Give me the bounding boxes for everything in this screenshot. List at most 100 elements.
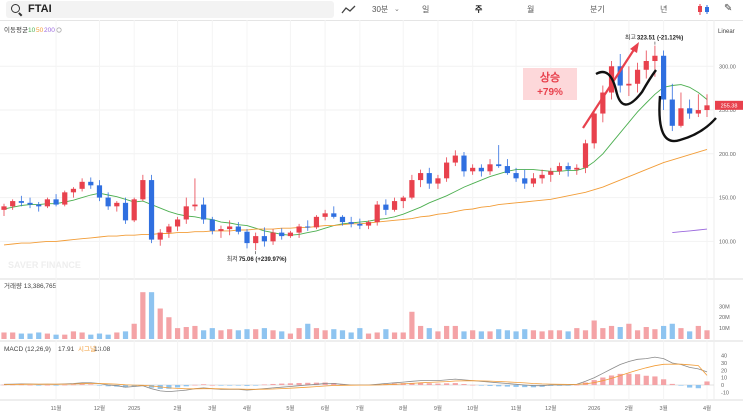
- low-label: 최저: [227, 255, 238, 263]
- candle-body: [687, 108, 693, 114]
- macd-histogram-bar: [496, 385, 502, 387]
- volume-bar: [374, 332, 380, 339]
- x-tick-label: 2025: [128, 406, 140, 412]
- macd-histogram-bar: [704, 381, 710, 385]
- volume-bar: [201, 330, 207, 339]
- candle-body: [331, 213, 337, 217]
- macd-legend: MACD (12,26,9): [4, 346, 51, 353]
- macd-histogram-bar: [634, 374, 641, 385]
- volume-bar: [695, 325, 701, 339]
- chevron-down-icon[interactable]: ⌄: [394, 5, 400, 13]
- volume-bar: [10, 332, 16, 339]
- x-tick-label: 3월: [660, 404, 668, 412]
- candle-body: [504, 166, 510, 174]
- search-box[interactable]: FTAI: [6, 1, 334, 18]
- pencil-icon[interactable]: ✎: [724, 3, 733, 14]
- macd-histogram-bar: [513, 385, 519, 387]
- candle-body: [695, 110, 701, 114]
- settings-icon[interactable]: [56, 27, 62, 33]
- candle-body: [62, 192, 68, 205]
- candle-body: [348, 222, 354, 224]
- ticker-symbol[interactable]: FTAI: [28, 3, 52, 15]
- candle-body: [140, 180, 146, 200]
- candle-body: [496, 164, 502, 167]
- volume-bar: [556, 330, 563, 339]
- candle-body: [357, 223, 363, 226]
- macd-histogram-bar: [44, 384, 50, 386]
- candle-body: [400, 197, 406, 202]
- macd-histogram-bar: [678, 385, 684, 386]
- ma-legend-label: 이동평균: [4, 25, 28, 34]
- candle-body: [235, 226, 241, 232]
- tab-month[interactable]: 월: [527, 5, 535, 14]
- candle-body: [1, 206, 7, 210]
- candle-body: [122, 202, 129, 221]
- watermark: SAVER FINANCE: [8, 260, 81, 270]
- volume-bar: [296, 328, 302, 339]
- candle-body: [174, 219, 181, 227]
- macd-histogram-bar: [122, 385, 129, 388]
- macd-histogram-bar: [574, 384, 580, 386]
- macd-histogram-bar: [305, 382, 311, 385]
- ma50-line: [3, 148, 708, 246]
- volume-bar: [478, 331, 484, 339]
- candle-body: [296, 226, 302, 233]
- search-icon: [11, 4, 20, 13]
- macd-histogram-bar: [313, 382, 320, 385]
- tab-week[interactable]: 주: [475, 5, 483, 14]
- macd-histogram-bar: [279, 383, 285, 385]
- x-tick-label: 12월: [545, 404, 556, 412]
- tab-quarter[interactable]: 분기: [590, 5, 605, 14]
- macd-histogram-bar: [643, 375, 649, 385]
- candle-body: [192, 204, 198, 207]
- volume-bar: [331, 329, 337, 339]
- volume-bar: [574, 328, 580, 339]
- x-tick-label: 4월: [243, 404, 251, 412]
- volume-bar: [704, 330, 710, 339]
- tab-day[interactable]: 일: [422, 5, 430, 14]
- candle-body: [218, 229, 224, 231]
- rise-percent: +79%: [537, 87, 563, 98]
- y-tick-label: 150.00: [719, 196, 736, 202]
- volume-bar: [244, 329, 250, 339]
- macd-histogram-bar: [1, 384, 7, 386]
- candle-body: [374, 204, 380, 223]
- volume-bar: [435, 331, 441, 339]
- macd-histogram-bar: [36, 385, 42, 386]
- macd-histogram-bar: [70, 384, 77, 386]
- volume-bar: [504, 330, 510, 339]
- candle-body: [409, 180, 415, 198]
- volume-bar: [62, 334, 68, 339]
- candle-body: [166, 226, 172, 233]
- volume-bar: [96, 333, 103, 339]
- macd-histogram-bar: [661, 379, 667, 385]
- tab-year[interactable]: 년: [660, 5, 668, 14]
- candle-body: [556, 166, 563, 172]
- candle-body: [365, 222, 372, 226]
- interval-selector[interactable]: 30분: [372, 5, 389, 14]
- candle-body: [183, 206, 189, 220]
- macd-histogram-bar: [287, 383, 294, 385]
- drawing-tool-icon[interactable]: [341, 4, 357, 15]
- low-value: 75.06 (+239.97%): [239, 257, 287, 263]
- candle-body: [322, 213, 328, 217]
- volume-bar: [218, 330, 224, 339]
- candle-body: [88, 181, 94, 186]
- candle-body: [643, 61, 649, 70]
- macd-histogram-bar: [201, 384, 207, 385]
- candlestick-icon[interactable]: [697, 4, 711, 15]
- scale-mode[interactable]: Linear: [718, 29, 735, 35]
- candle-body: [539, 174, 545, 179]
- candle-body: [487, 164, 493, 172]
- volume-bar: [652, 329, 658, 339]
- volume-bar: [235, 330, 241, 339]
- macd-histogram-bar: [183, 385, 189, 387]
- macd-histogram-bar: [617, 373, 623, 385]
- macd-histogram-bar: [487, 385, 493, 386]
- volume-bar: [470, 330, 476, 339]
- volume-bar: [1, 332, 7, 339]
- macd-histogram-bar: [192, 384, 198, 386]
- candle-body: [253, 236, 259, 244]
- macd-tick-label: 40: [721, 354, 727, 360]
